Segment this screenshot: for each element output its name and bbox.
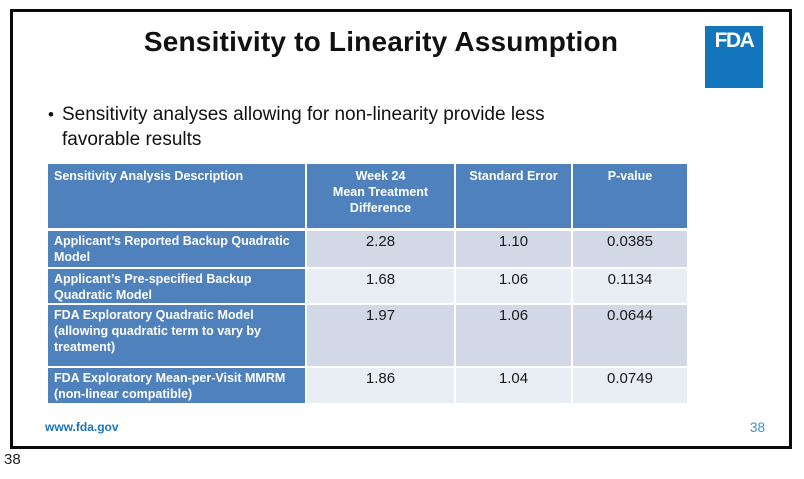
table-header-row: Sensitivity Analysis Description Week 24… (46, 162, 689, 231)
col-header-week24-difference: Week 24 Mean Treatment Difference (305, 162, 456, 231)
slide: Sensitivity to Linearity Assumption FDA … (10, 9, 792, 449)
cell-p-value: 0.1134 (571, 267, 689, 305)
cell-week24-difference: 1.97 (305, 303, 456, 368)
row-label: FDA Exploratory Mean-per-Visit MMRM (non… (46, 366, 307, 405)
table-row: Applicant’s Reported Backup Quadratic Mo… (46, 228, 689, 269)
cell-standard-error: 1.04 (454, 366, 573, 405)
cell-p-value: 0.0644 (571, 303, 689, 368)
outer-page-number: 38 (4, 451, 21, 468)
col-header-p-value: P-value (571, 162, 689, 231)
table-row: FDA Exploratory Mean-per-Visit MMRM (non… (46, 366, 689, 405)
page-title: Sensitivity to Linearity Assumption (143, 26, 619, 57)
cell-week24-difference: 1.68 (305, 267, 456, 305)
table-row: FDA Exploratory Quadratic Model (allowin… (46, 303, 689, 368)
col-header-standard-error: Standard Error (454, 162, 573, 231)
cell-week24-difference: 2.28 (305, 228, 456, 269)
footer-url-link[interactable]: www.fda.gov (45, 420, 119, 434)
cell-p-value: 0.0385 (571, 228, 689, 269)
fda-logo-text: FDA (714, 29, 755, 52)
cell-week24-difference: 1.86 (305, 366, 456, 405)
row-label: Applicant’s Reported Backup Quadratic Mo… (46, 228, 307, 269)
cell-standard-error: 1.06 (454, 303, 573, 368)
row-label: FDA Exploratory Quadratic Model (allowin… (46, 303, 307, 368)
row-label: Applicant’s Pre-specified Backup Quadrat… (46, 267, 307, 305)
cell-standard-error: 1.06 (454, 267, 573, 305)
bullet-text: Sensitivity analyses allowing for non-li… (62, 104, 545, 150)
col-header-description: Sensitivity Analysis Description (46, 162, 307, 231)
sensitivity-table: Sensitivity Analysis Description Week 24… (46, 162, 689, 405)
slide-number: 38 (749, 420, 765, 435)
bullet-item: Sensitivity analyses allowing for non-li… (48, 102, 573, 152)
cell-standard-error: 1.10 (454, 228, 573, 269)
fda-logo: FDA (705, 26, 763, 88)
cell-p-value: 0.0749 (571, 366, 689, 405)
table-row: Applicant’s Pre-specified Backup Quadrat… (46, 267, 689, 305)
